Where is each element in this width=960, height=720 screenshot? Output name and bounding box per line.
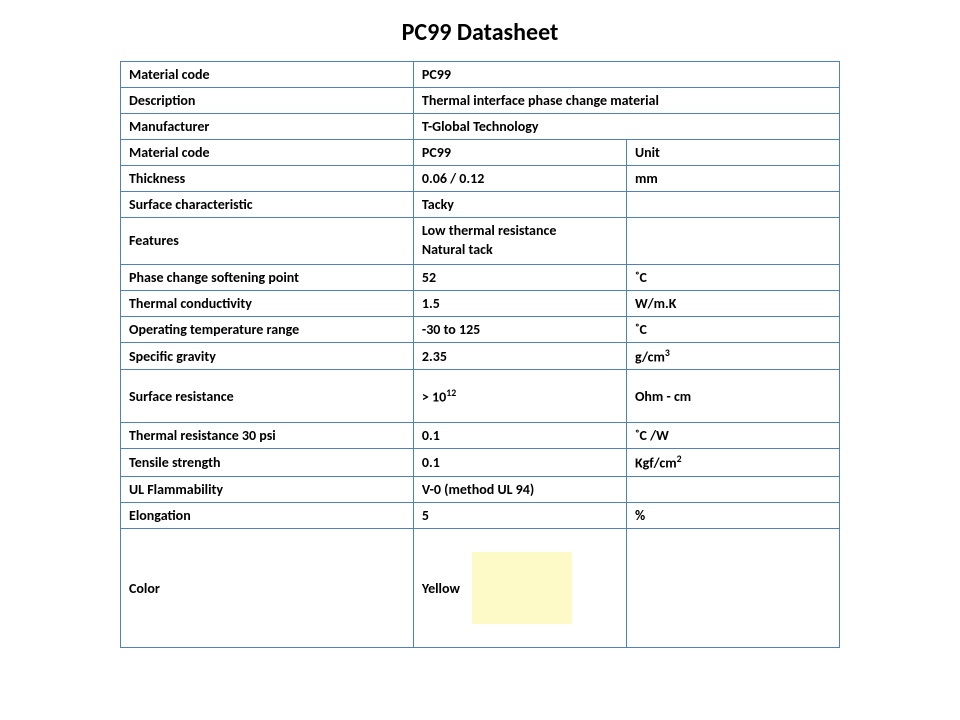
property-value: PC99 — [413, 62, 839, 88]
property-label: Thermal conductivity — [121, 290, 414, 316]
property-label: Specific gravity — [121, 342, 414, 370]
property-unit: % — [626, 503, 839, 529]
table-row: Thermal resistance 30 psi0.1˚C /W — [121, 423, 840, 449]
table-row: Material codePC99 — [121, 62, 840, 88]
property-value: PC99 — [413, 140, 626, 166]
property-label: Phase change softening point — [121, 264, 414, 290]
property-value: Low thermal resistanceNatural tack — [413, 218, 626, 265]
table-row: Operating temperature range-30 to 125˚C — [121, 316, 840, 342]
property-label: Material code — [121, 62, 414, 88]
property-label: UL Flammability — [121, 477, 414, 503]
property-value: V-0 (method UL 94) — [413, 477, 626, 503]
property-value: 52 — [413, 264, 626, 290]
property-unit: W/m.K — [626, 290, 839, 316]
color-name: Yellow — [422, 580, 460, 597]
property-value-line: Natural tack — [422, 241, 618, 260]
property-unit: ˚C — [626, 264, 839, 290]
table-row: Thickness0.06 / 0.12mm — [121, 166, 840, 192]
property-label: Description — [121, 88, 414, 114]
property-label: Thermal resistance 30 psi — [121, 423, 414, 449]
property-value: Yellow — [413, 529, 626, 648]
property-label: Operating temperature range — [121, 316, 414, 342]
color-swatch — [472, 552, 572, 624]
property-label: Elongation — [121, 503, 414, 529]
table-row: Material codePC99Unit — [121, 140, 840, 166]
table-row: Surface resistance> 1012Ohm - cm — [121, 370, 840, 423]
property-label: Surface resistance — [121, 370, 414, 423]
table-row: Thermal conductivity1.5W/m.K — [121, 290, 840, 316]
property-label: Material code — [121, 140, 414, 166]
property-value-line: Low thermal resistance — [422, 222, 618, 241]
property-value: T-Global Technology — [413, 114, 839, 140]
datasheet-table: Material codePC99DescriptionThermal inte… — [120, 61, 840, 648]
table-row: Tensile strength0.1Kgf/cm2 — [121, 449, 840, 477]
table-row: Phase change softening point52˚C — [121, 264, 840, 290]
property-value: 0.06 / 0.12 — [413, 166, 626, 192]
property-value: Thermal interface phase change material — [413, 88, 839, 114]
table-row: Specific gravity2.35g/cm3 — [121, 342, 840, 370]
property-label: Features — [121, 218, 414, 265]
property-unit: Unit — [626, 140, 839, 166]
property-label: Color — [121, 529, 414, 648]
property-label: Tensile strength — [121, 449, 414, 477]
property-label: Manufacturer — [121, 114, 414, 140]
property-value: > 1012 — [413, 370, 626, 423]
property-value: 2.35 — [413, 342, 626, 370]
table-row: UL FlammabilityV-0 (method UL 94) — [121, 477, 840, 503]
property-unit: Kgf/cm2 — [626, 449, 839, 477]
property-value: Tacky — [413, 192, 626, 218]
property-unit — [626, 218, 839, 265]
table-row: Surface characteristicTacky — [121, 192, 840, 218]
table-row: ManufacturerT-Global Technology — [121, 114, 840, 140]
property-unit — [626, 529, 839, 648]
property-value: 0.1 — [413, 449, 626, 477]
property-unit — [626, 477, 839, 503]
property-unit: ˚C /W — [626, 423, 839, 449]
property-label: Thickness — [121, 166, 414, 192]
table-row: Color Yellow — [121, 529, 840, 648]
property-unit: Ohm - cm — [626, 370, 839, 423]
property-value: 1.5 — [413, 290, 626, 316]
property-value: 0.1 — [413, 423, 626, 449]
datasheet-page: PC99 Datasheet Material codePC99Descript… — [0, 0, 960, 648]
property-value: -30 to 125 — [413, 316, 626, 342]
table-row: DescriptionThermal interface phase chang… — [121, 88, 840, 114]
property-value: 5 — [413, 503, 626, 529]
property-unit: mm — [626, 166, 839, 192]
table-row: Elongation5% — [121, 503, 840, 529]
page-title: PC99 Datasheet — [0, 18, 960, 47]
property-unit — [626, 192, 839, 218]
property-unit: ˚C — [626, 316, 839, 342]
table-row: FeaturesLow thermal resistanceNatural ta… — [121, 218, 840, 265]
property-label: Surface characteristic — [121, 192, 414, 218]
property-unit: g/cm3 — [626, 342, 839, 370]
